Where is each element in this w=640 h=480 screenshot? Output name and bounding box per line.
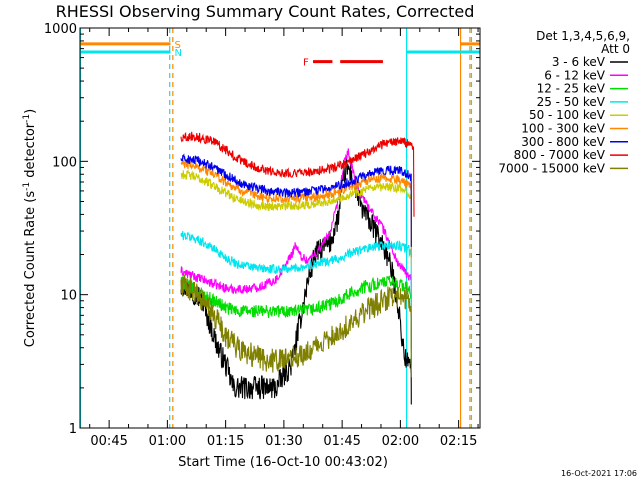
x-axis-label: Start Time (16-Oct-10 00:43:02) [178,455,388,470]
series-line-8 [180,274,412,378]
legend-label-5: 100 - 300 keV [521,122,605,136]
axis-ticks: 1 10 100 1000 00:45 01:00 01:15 01:30 01:45 02:00… [44,22,480,449]
legend-label-7: 800 - 7000 keV [514,148,606,162]
x-tick-label-3: 01:30 [265,434,302,449]
y-label-part-3: ) [23,109,38,114]
series-line-4 [180,169,412,266]
x-tick-label-0: 00:45 [90,434,127,449]
plot-frame [79,27,481,429]
chart-title: RHESSI Observing Summary Count Rates, Co… [56,2,475,21]
y-label-part-1: Corrected Count Rate (s [23,191,38,348]
legend-label-2: 12 - 25 keV [537,82,606,96]
x-tick-label-4: 01:45 [323,434,360,449]
series-line-3 [180,231,412,325]
y-axis-label: Corrected Count Rate (s-1 detector-1) [22,109,38,347]
y-tick-label-0: 1 [69,422,77,437]
y-tick-label-1: 10 [60,289,77,304]
legend-label-3: 25 - 50 keV [537,95,606,109]
legend-header-detectors: Det 1,3,4,5,6,9, [536,29,630,43]
series-line-0 [180,157,412,405]
legend-label-1: 6 - 12 keV [544,68,606,82]
y-label-superscript-1: -1 [22,182,32,191]
series-line-7 [180,131,415,217]
x-tick-label-6: 02:15 [440,434,477,449]
plot-area: SN F [79,28,480,428]
footer-timestamp: 16-Oct-2021 17:06 [561,469,637,478]
legend-header-attenuator: Att 0 [601,42,630,56]
flag-label-F: F [303,58,309,69]
series-line-6 [180,153,412,247]
flag-label-S: S [174,40,180,51]
x-tick-label-1: 01:00 [149,434,186,449]
flag-label-N: N [174,48,181,59]
y-tick-label-3: 1000 [44,22,77,37]
series-line-2 [180,275,412,365]
legend-label-6: 300 - 800 keV [521,135,605,149]
legend-label-0: 3 - 6 keV [552,55,606,69]
y-tick-label-2: 100 [52,155,77,170]
y-label-superscript-2: -1 [22,114,32,123]
legend-label-8: 7000 - 15000 keV [498,161,605,175]
x-tick-label-2: 01:15 [207,434,244,449]
series-line-1 [180,148,412,350]
series-line-5 [180,159,412,258]
y-label-part-2: detector [23,122,38,182]
x-tick-label-5: 02:00 [382,434,419,449]
legend-label-4: 50 - 100 keV [529,108,606,122]
